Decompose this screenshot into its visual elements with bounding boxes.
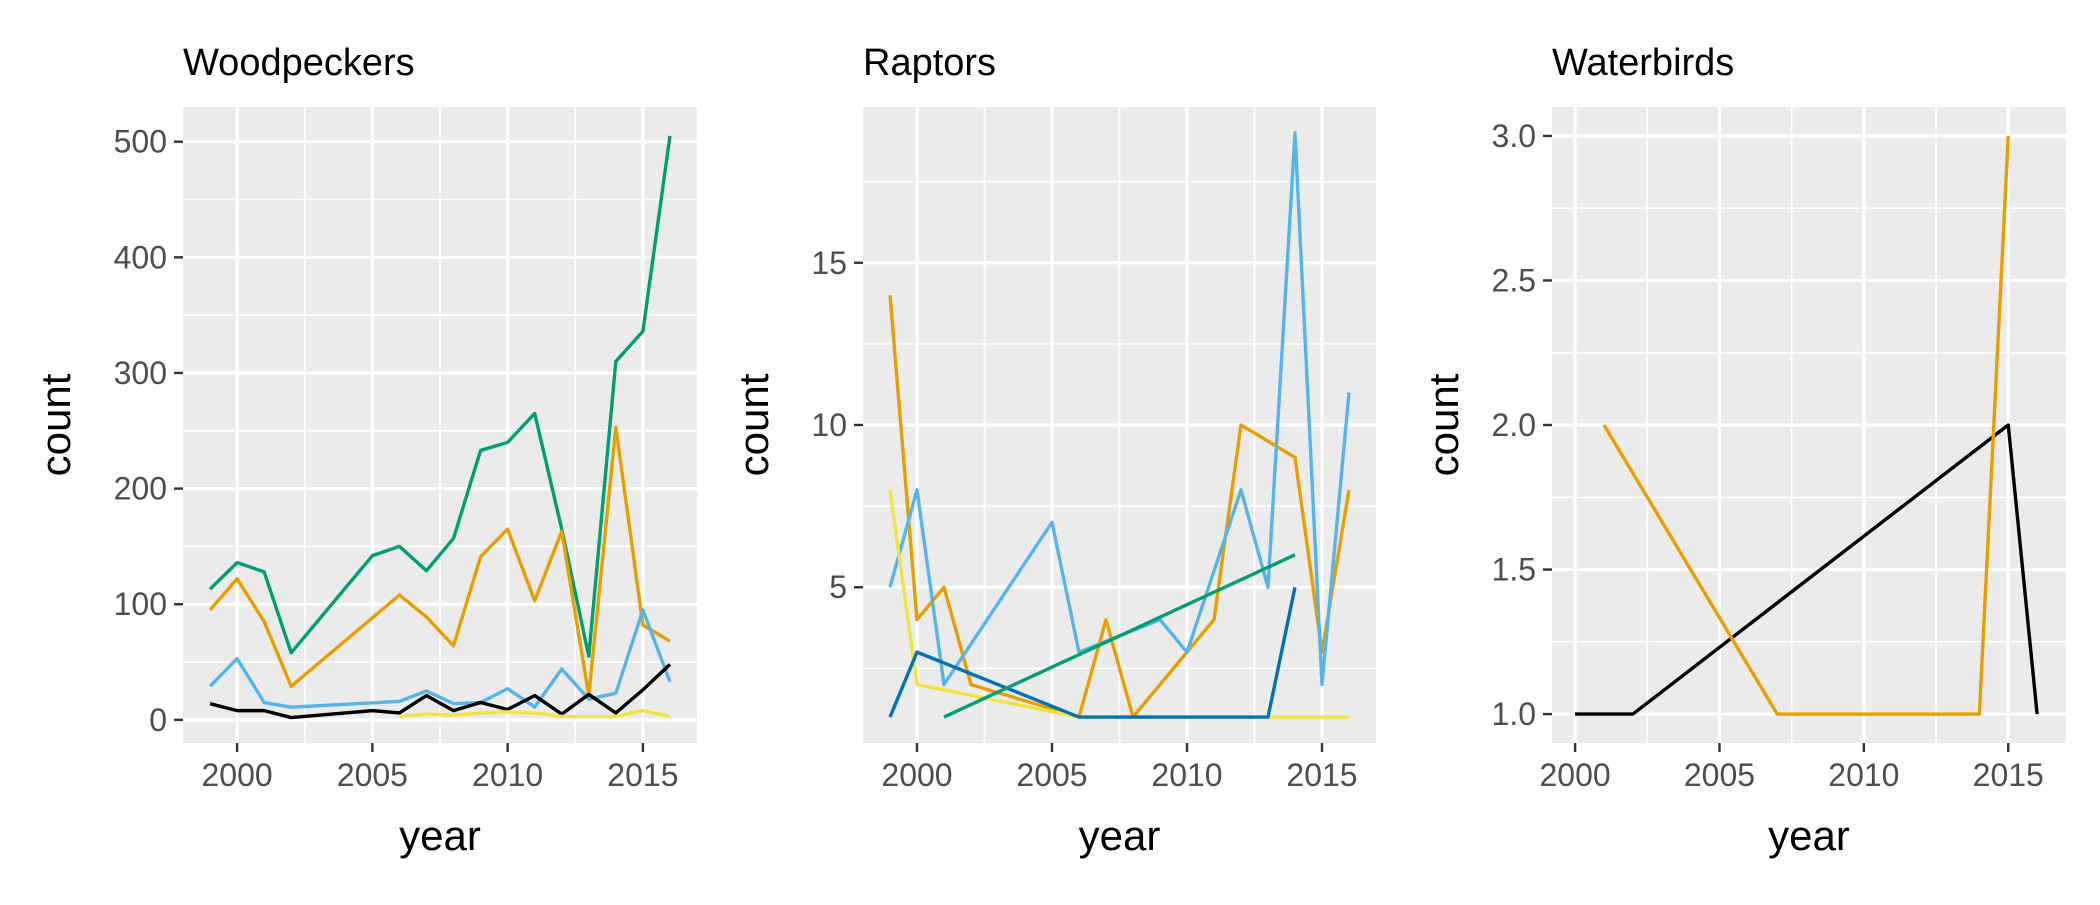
series-group: [1575, 135, 2039, 716]
x-tick-label: 2000: [881, 757, 952, 793]
series-line-2: [1602, 135, 2010, 716]
series-line-1: [208, 135, 672, 658]
series-line-5: [399, 708, 671, 719]
axes: 2000 2005 2010 2015 1.0 1.5 2.0 2.5 3.0: [1492, 118, 2044, 793]
series-line-2: [208, 425, 671, 698]
panel-waterbirds: 2000 2005 2010 2015 1.0 1.5 2.0 2.5 3.0 Waterbird…: [1420, 42, 2066, 859]
panel-woodpeckers: 2000 2005 2010 2015 0 100 200 300 400 500 Woodpeck…: [32, 42, 697, 859]
series-line-4: [888, 586, 1297, 719]
x-tick-label: 2000: [1540, 757, 1611, 793]
axes: 2000 2005 2010 2015 0 100 200 300 400 500: [114, 124, 679, 793]
x-tick-label: 2010: [472, 757, 543, 793]
panel-title: Woodpeckers: [183, 42, 415, 84]
y-tick-label: 500: [114, 124, 167, 160]
y-tick-label: 15: [811, 245, 847, 281]
x-tick-label: 2005: [1684, 757, 1755, 793]
series-line-1: [1575, 423, 2039, 716]
panel-title: Waterbirds: [1552, 42, 1734, 84]
series-group: [208, 135, 672, 720]
panel-raptors: 2000 2005 2010 2015 5 10 15 Raptors year count: [730, 42, 1376, 859]
series-line-5: [943, 553, 1296, 719]
series-group: [888, 131, 1351, 719]
series-line-2: [888, 131, 1351, 687]
x-tick-label: 2000: [202, 757, 273, 793]
y-tick-label: 200: [114, 471, 167, 507]
y-tick-label: 0: [149, 702, 167, 738]
y-tick-label: 2.0: [1492, 407, 1536, 443]
y-tick-label: 1.5: [1492, 552, 1536, 588]
y-tick-label: 5: [829, 569, 847, 605]
y-tick-label: 1.0: [1492, 696, 1536, 732]
x-tick-label: 2005: [337, 757, 408, 793]
x-tick-label: 2010: [1828, 757, 1899, 793]
gridlines: [183, 107, 697, 743]
x-axis-title: year: [1079, 812, 1161, 859]
y-axis-title: count: [730, 373, 777, 476]
y-tick-label: 400: [114, 239, 167, 275]
x-tick-label: 2015: [1286, 757, 1357, 793]
series-line-1: [888, 295, 1351, 719]
x-tick-label: 2010: [1151, 757, 1222, 793]
y-axis-title: count: [32, 373, 79, 476]
y-tick-label: 2.5: [1492, 262, 1536, 298]
y-tick-label: 100: [114, 586, 167, 622]
y-axis-title: count: [1420, 373, 1467, 476]
x-tick-label: 2015: [1973, 757, 2044, 793]
y-tick-label: 3.0: [1492, 118, 1536, 154]
x-axis-title: year: [1768, 812, 1850, 859]
y-tick-label: 300: [114, 355, 167, 391]
x-tick-label: 2005: [1016, 757, 1087, 793]
series-line-4: [209, 663, 672, 720]
x-tick-label: 2015: [607, 757, 678, 793]
x-axis-title: year: [399, 812, 481, 859]
y-tick-label: 10: [811, 407, 847, 443]
axes: 2000 2005 2010 2015 5 10 15: [811, 245, 1357, 793]
panel-title: Raptors: [863, 42, 996, 84]
